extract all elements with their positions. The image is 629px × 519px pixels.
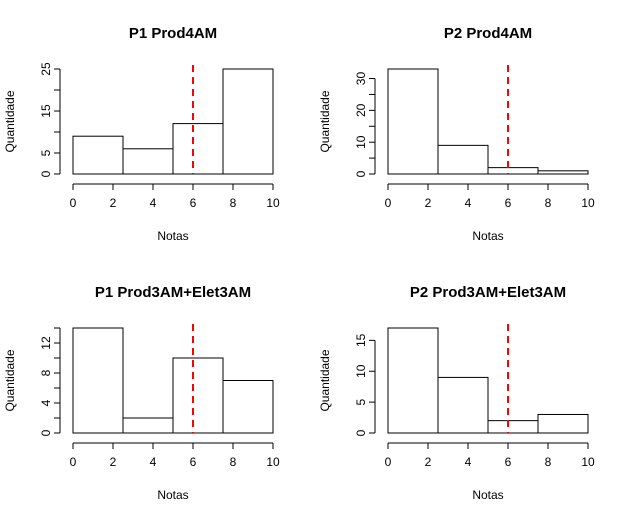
x-axis-label: Notas	[472, 488, 503, 502]
histogram-panel: P2 Prod3AM+Elet3AM 0 5 10 15 Quantidade 0 2 4 6 8 1…	[318, 284, 595, 502]
x-tick-label: 2	[425, 196, 432, 210]
y-tick-label: 20	[354, 103, 368, 117]
y-tick-label: 10	[354, 364, 368, 378]
y-axis-label: Quantidade	[3, 90, 17, 152]
y-tick-label: 12	[39, 336, 53, 350]
x-tick-label: 0	[385, 455, 392, 469]
x-tick-label: 8	[545, 455, 552, 469]
y-tick-label: 30	[354, 72, 368, 86]
histogram-bar	[487, 420, 539, 434]
histogram-panel: P1 Prod3AM+Elet3AM 0 4 8 12 Quantidade 0 2 4 6 8 10…	[3, 284, 280, 502]
x-axis-label: Notas	[157, 488, 188, 502]
y-tick-label: 15	[354, 333, 368, 347]
y-axis-label: Quantidade	[3, 349, 17, 411]
y-axis-label: Quantidade	[318, 90, 332, 152]
y-tick-label: 0	[39, 170, 53, 177]
histogram-bar	[222, 68, 274, 175]
histogram-bar	[222, 380, 274, 434]
chart-title: P2 Prod3AM+Elet3AM	[410, 284, 566, 301]
y-tick-label: 25	[39, 62, 53, 76]
x-tick-label: 8	[230, 455, 237, 469]
x-tick-label: 0	[385, 196, 392, 210]
histogram-bar	[487, 167, 539, 175]
histogram-panel: P2 Prod4AM 0 10 20 30 Quantidade 0 2 4 6 8 10 Notas	[318, 25, 595, 243]
x-tick-label: 6	[505, 196, 512, 210]
x-axis-label: Notas	[157, 229, 188, 243]
histogram-bar	[122, 417, 174, 434]
chart-title: P1 Prod3AM+Elet3AM	[95, 284, 251, 301]
histogram-bar	[537, 170, 589, 175]
x-tick-label: 8	[545, 196, 552, 210]
histogram-bar	[172, 123, 224, 175]
x-tick-label: 10	[581, 196, 595, 210]
x-tick-label: 6	[190, 196, 197, 210]
y-tick-label: 15	[39, 104, 53, 118]
x-tick-label: 8	[230, 196, 237, 210]
y-tick-label: 0	[354, 170, 368, 177]
x-tick-label: 10	[266, 196, 280, 210]
x-tick-label: 6	[190, 455, 197, 469]
x-tick-label: 10	[581, 455, 595, 469]
x-tick-label: 6	[505, 455, 512, 469]
x-tick-label: 10	[266, 455, 280, 469]
chart-title: P2 Prod4AM	[444, 25, 532, 42]
x-tick-label: 4	[465, 196, 472, 210]
histogram-bar	[437, 144, 489, 175]
histogram-bar	[72, 327, 124, 434]
histogram-bar	[387, 68, 439, 175]
x-tick-label: 4	[465, 455, 472, 469]
histogram-bar	[537, 413, 589, 434]
x-tick-label: 0	[70, 455, 77, 469]
y-tick-label: 5	[354, 398, 368, 405]
histogram-bar	[387, 327, 439, 434]
x-tick-label: 4	[150, 196, 157, 210]
x-tick-label: 0	[70, 196, 77, 210]
y-tick-label: 10	[354, 135, 368, 149]
y-tick-label: 0	[354, 429, 368, 436]
y-tick-label: 5	[39, 149, 53, 156]
x-axis-label: Notas	[472, 229, 503, 243]
histogram-bar	[72, 135, 124, 175]
x-tick-label: 2	[110, 455, 117, 469]
x-tick-label: 2	[110, 196, 117, 210]
y-tick-label: 8	[39, 369, 53, 376]
x-tick-label: 2	[425, 455, 432, 469]
chart-title: P1 Prod4AM	[129, 25, 217, 42]
histogram-bar	[172, 357, 224, 434]
y-axis-label: Quantidade	[318, 349, 332, 411]
histogram-bar	[437, 376, 489, 434]
histogram-panel: P1 Prod4AM 0 5 15 25 Quantidade 0 2 4 6 8 10 Notas	[3, 25, 280, 243]
histogram-bar	[122, 148, 174, 175]
y-tick-label: 0	[39, 429, 53, 436]
x-tick-label: 4	[150, 455, 157, 469]
y-tick-label: 4	[39, 399, 53, 406]
